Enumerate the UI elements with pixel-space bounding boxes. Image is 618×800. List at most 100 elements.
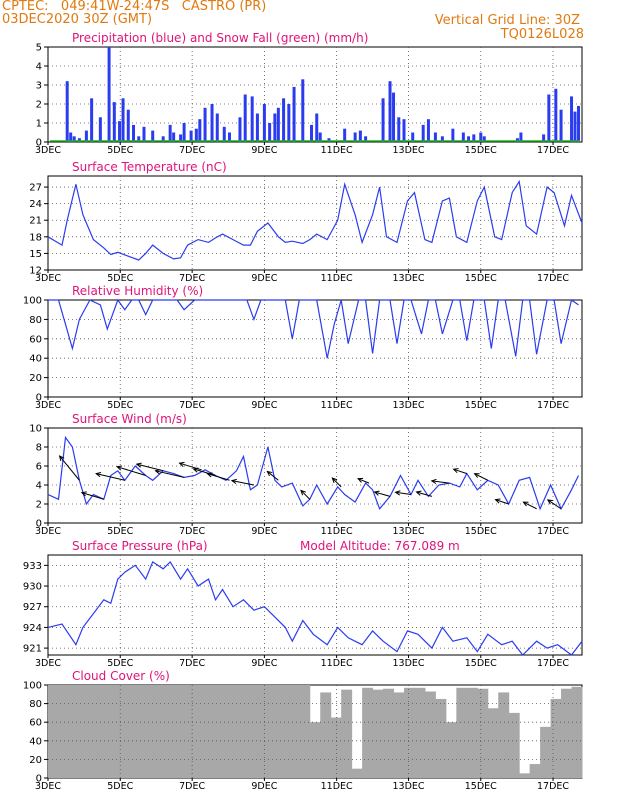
wind-arrow-shaft (416, 491, 433, 497)
panel-6-ytick-label: 80 (29, 699, 42, 710)
cloud-cover-bar (466, 687, 478, 778)
wind-arrow-head (331, 477, 338, 483)
panel-3-ytick-label: 0 (36, 393, 42, 404)
precipitation-bar (315, 113, 319, 142)
panel-3-ytick-label: 100 (23, 296, 42, 307)
precipitation-bar (402, 119, 406, 142)
precipitation-bar (182, 123, 186, 142)
precipitation-bar (353, 132, 357, 142)
cloud-cover-bar (414, 687, 426, 778)
panel-6-xtick-label: 11DEC (321, 781, 353, 792)
cloud-cover-bar (173, 685, 185, 778)
precipitation-bar (142, 126, 146, 142)
panel-4-ytick-label: 2 (36, 500, 42, 511)
panel-3-series-line (48, 298, 579, 359)
panel-6-ytick-label: 0 (36, 774, 42, 785)
cloud-cover-bar (456, 687, 468, 778)
panel-5-xtick-label: 5DEC (107, 658, 133, 669)
cloud-cover-bar (351, 768, 363, 778)
precipitation-bar (243, 94, 247, 142)
panel-2-xtick-label: 17DEC (537, 273, 569, 284)
panel-6-xtick-label: 15DEC (465, 781, 497, 792)
wind-arrow-shaft (395, 491, 412, 495)
panel-1-xtick-label: 7DEC (179, 145, 205, 156)
wind-arrow-shaft (96, 473, 125, 481)
wind-arrow-shaft (300, 490, 311, 500)
panel-1-xtick-label: 11DEC (321, 145, 353, 156)
panel-5-annotation: Model Altitude: 767.089 m (300, 539, 460, 553)
panel-5-xtick-label: 17DEC (537, 658, 569, 669)
precipitation-bar (318, 132, 322, 142)
panel-6-xtick-label: 17DEC (537, 781, 569, 792)
wind-arrow-shaft (431, 480, 450, 484)
precipitation-bar (65, 81, 69, 142)
cloud-cover-bar (68, 685, 80, 778)
panel-1-ytick-label: 2 (36, 100, 42, 111)
precipitation-bar (151, 130, 155, 142)
cloud-cover-bar (508, 712, 520, 778)
precipitation-bar (397, 117, 401, 142)
header-run-date: 03DEC2020 30Z (GMT) (2, 12, 153, 27)
panel-3-xtick-label: 9DEC (251, 400, 277, 411)
panel-5-frame (47, 554, 583, 656)
precipitation-bar (84, 130, 88, 142)
panel-1-xtick-label: 3DEC (35, 145, 61, 156)
wind-arrow-head (473, 473, 480, 478)
wind-arrow-head (430, 478, 437, 485)
panel-4-series-line (47, 435, 580, 511)
wind-arrow-shaft (231, 480, 255, 486)
precipitation-bar (238, 117, 242, 142)
cloud-cover-bar (142, 685, 154, 778)
panel-4-frame (47, 427, 583, 524)
panel-1-frame (47, 46, 583, 143)
wind-arrow-head (494, 498, 501, 504)
panel-3-xtick-label: 7DEC (179, 400, 205, 411)
precipitation-bar (573, 111, 577, 142)
panel-6-xtick-label: 3DEC (35, 781, 61, 792)
wind-arrow-head (230, 478, 237, 485)
cloud-cover-bar (257, 685, 269, 778)
panel-5-xtick-label: 15DEC (465, 658, 497, 669)
panel-3-xtick-label: 13DEC (393, 400, 425, 411)
panel-2-ytick-label: 21 (29, 216, 42, 227)
cloud-cover-bar (299, 685, 311, 778)
precipitation-bar (112, 102, 116, 142)
panel-5-xtick-label: 7DEC (179, 658, 205, 669)
precipitation-bar (358, 130, 362, 142)
wind-arrow-head (80, 491, 87, 497)
precipitation-bar (168, 124, 172, 142)
panel-4-ytick-label: 10 (29, 424, 42, 435)
cloud-cover-bar (48, 685, 59, 778)
panel-2-xtick-label: 3DEC (35, 273, 61, 284)
precipitation-bar (222, 126, 226, 142)
cloud-cover-bar (341, 689, 353, 778)
panel-5-title: Surface Pressure (hPa) (72, 539, 208, 553)
precipitation-bar (440, 136, 444, 142)
wind-arrow-head (452, 468, 459, 474)
panel-4-xtick-label: 11DEC (321, 526, 353, 537)
wind-arrow-head (178, 461, 185, 467)
cloud-cover-bar (561, 688, 573, 778)
panel-4-xtick-label: 3DEC (35, 526, 61, 537)
panel-5-ytick-label: 924 (23, 623, 42, 634)
precipitation-bar (72, 136, 76, 142)
precipitation-bar (482, 136, 486, 142)
panel-3-title: Relative Humidity (%) (72, 284, 203, 298)
wind-arrow-head (300, 489, 306, 496)
wind-arrow-head (154, 469, 161, 475)
cloud-cover-bar (288, 685, 300, 778)
cloud-cover-bar (131, 685, 143, 778)
panel-4-xtick-label: 17DEC (537, 526, 569, 537)
panel-1-ytick-label: 3 (36, 81, 42, 92)
panel-6-ytick-label: 20 (29, 755, 42, 766)
cloud-cover-bar (550, 698, 562, 778)
wind-arrow-head (522, 501, 529, 507)
precipitation-bar (433, 132, 437, 142)
precipitation-bar (542, 134, 546, 142)
wind-arrow-head (373, 490, 380, 496)
panel-3-frame (47, 299, 583, 398)
panel-3-ytick-label: 40 (29, 354, 42, 365)
cloud-cover-bar (163, 685, 175, 778)
cloud-cover-bar (194, 685, 206, 778)
precipitation-bar (547, 94, 551, 142)
